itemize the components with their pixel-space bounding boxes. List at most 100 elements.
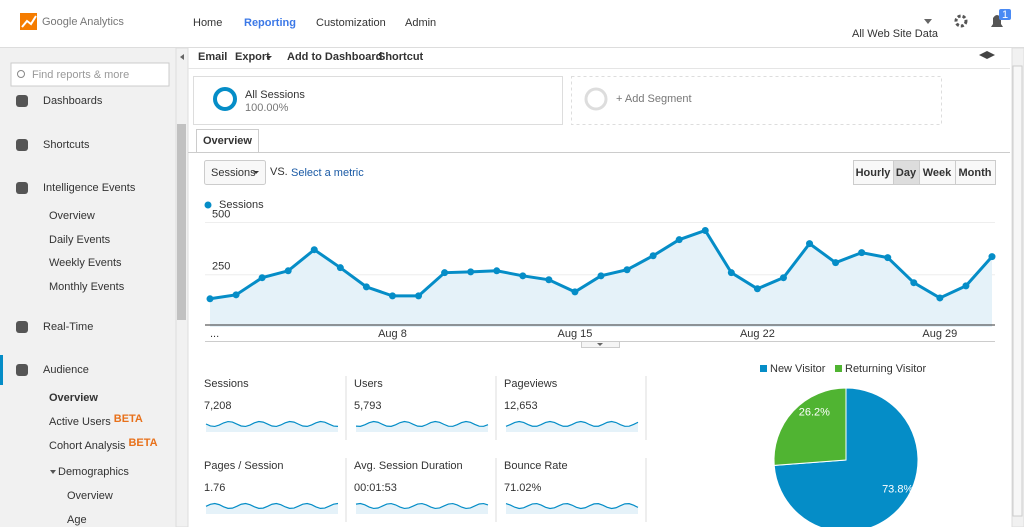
metric-label[interactable]: Pageviews	[504, 378, 558, 390]
point[interactable]	[545, 276, 553, 284]
point[interactable]	[284, 267, 292, 275]
nav-customization[interactable]: Customization	[316, 17, 386, 29]
settings-icon[interactable]	[954, 14, 968, 28]
metric-dropdown-label[interactable]: Sessions	[211, 167, 256, 179]
add-segment[interactable]: + Add Segment	[616, 93, 692, 105]
point[interactable]	[206, 295, 214, 303]
sidebar-icon	[16, 139, 28, 151]
sidebar-item[interactable]: Active Users	[49, 416, 111, 428]
metric-dropdown[interactable]	[204, 160, 266, 185]
point[interactable]	[441, 269, 449, 277]
search-placeholder[interactable]: Find reports & more	[32, 69, 129, 81]
point[interactable]	[806, 240, 814, 248]
sidebar-item[interactable]: Audience	[43, 364, 89, 376]
metric-label[interactable]: Avg. Session Duration	[354, 460, 463, 472]
sidebar-item[interactable]: Shortcuts	[43, 139, 90, 151]
toolbar-email[interactable]: Email	[198, 51, 227, 63]
tab-label[interactable]: Overview	[203, 135, 252, 147]
sidebar-item[interactable]: Age	[67, 514, 87, 526]
nav-home[interactable]: Home	[193, 17, 222, 29]
x-tick-label: Aug 8	[378, 328, 407, 340]
logo[interactable]: Google Analytics	[42, 16, 124, 28]
point[interactable]	[910, 279, 918, 287]
point[interactable]	[649, 252, 657, 260]
point[interactable]	[467, 268, 475, 276]
sidebar-item[interactable]: Weekly Events	[49, 257, 122, 269]
sidebar-item[interactable]: Overview	[67, 490, 113, 502]
add-segment-box[interactable]	[571, 76, 942, 125]
metric-label[interactable]: Pages / Session	[204, 460, 284, 472]
select-metric[interactable]: Select a metric	[291, 167, 364, 179]
legend-label: Sessions	[219, 199, 264, 211]
tab[interactable]	[196, 129, 259, 153]
pie-label: 26.2%	[799, 407, 830, 419]
point[interactable]	[388, 292, 396, 300]
granularity-label[interactable]: Week	[923, 167, 952, 179]
point[interactable]	[493, 267, 501, 275]
segment-box[interactable]	[193, 76, 563, 125]
toolbar-export[interactable]: Export	[235, 51, 270, 63]
point[interactable]	[936, 294, 944, 302]
sidebar-item[interactable]: Overview	[49, 210, 95, 222]
point[interactable]	[623, 266, 631, 274]
point[interactable]	[858, 249, 866, 257]
point[interactable]	[415, 292, 423, 300]
search-box[interactable]	[10, 62, 170, 87]
segment-name[interactable]: All Sessions	[245, 89, 305, 101]
point[interactable]	[988, 253, 996, 261]
collapse-arrow[interactable]	[180, 54, 184, 60]
point[interactable]	[519, 272, 527, 280]
nav-admin[interactable]: Admin	[405, 17, 436, 29]
sidebar-item[interactable]: Dashboards	[43, 95, 103, 107]
sidebar-item[interactable]: Demographics	[58, 466, 129, 478]
point[interactable]	[362, 283, 370, 291]
page-scroll-thumb[interactable]	[1012, 65, 1023, 517]
metric-label[interactable]: Bounce Rate	[504, 460, 568, 472]
granularity-button[interactable]	[893, 160, 920, 185]
account-caret[interactable]	[924, 19, 932, 24]
sidebar-item[interactable]: Daily Events	[49, 234, 111, 246]
point[interactable]	[571, 288, 579, 296]
toolbar-dashboard[interactable]: Add to Dashboard	[287, 51, 382, 63]
point[interactable]	[727, 269, 735, 277]
point[interactable]	[675, 236, 683, 244]
point[interactable]	[753, 285, 761, 293]
sparkline-area	[506, 421, 638, 432]
sidebar-item[interactable]: Intelligence Events	[43, 182, 136, 194]
point[interactable]	[310, 246, 318, 254]
x-tick-label: Aug 22	[740, 328, 775, 340]
sidebar	[0, 48, 176, 527]
granularity-label[interactable]: Day	[896, 167, 917, 179]
point[interactable]	[258, 274, 266, 282]
toolbar-shortcut[interactable]: Shortcut	[378, 51, 424, 63]
sidebar-item[interactable]: Overview	[49, 392, 98, 404]
point[interactable]	[832, 259, 840, 267]
sidebar-item[interactable]: Monthly Events	[49, 281, 125, 293]
granularity-button[interactable]	[955, 160, 996, 185]
sidebar-scroll-thumb[interactable]	[177, 124, 186, 320]
point[interactable]	[962, 282, 970, 290]
granularity-label[interactable]: Month	[959, 167, 992, 179]
metric-label[interactable]: Users	[354, 378, 383, 390]
account-name[interactable]: All Web Site Data	[852, 28, 939, 40]
metric-label[interactable]: Sessions	[204, 378, 249, 390]
academy-icon[interactable]	[979, 51, 995, 59]
point[interactable]	[232, 291, 240, 299]
nav-reporting[interactable]: Reporting	[244, 17, 296, 29]
point[interactable]	[597, 272, 605, 280]
sparkline-area	[506, 503, 638, 514]
point[interactable]	[779, 274, 787, 282]
granularity-label[interactable]: Hourly	[856, 167, 892, 179]
legend-label[interactable]: Returning Visitor	[845, 363, 926, 375]
sidebar-item[interactable]: Real-Time	[43, 321, 93, 333]
point[interactable]	[701, 226, 709, 234]
pie-slice[interactable]	[773, 387, 847, 466]
legend-label[interactable]: New Visitor	[770, 363, 826, 375]
point[interactable]	[336, 264, 344, 272]
sparkline	[505, 420, 639, 427]
point[interactable]	[884, 254, 892, 262]
beta-badge: BETA	[114, 413, 143, 425]
sidebar-item[interactable]: Cohort Analysis	[49, 440, 126, 452]
sidebar-icon	[16, 182, 28, 194]
